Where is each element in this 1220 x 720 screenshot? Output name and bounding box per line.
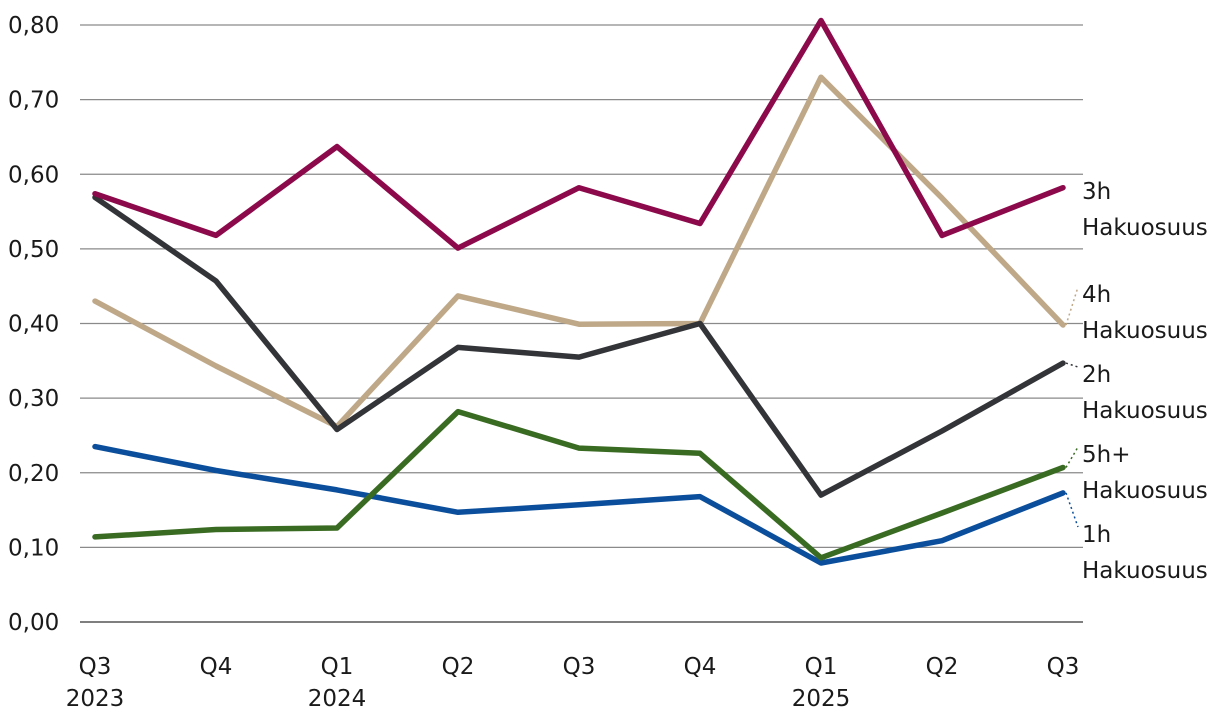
series-line-4h (92, 74, 1066, 430)
x-tick-year-label: 2023 (66, 686, 125, 712)
series-label-suffix: Hakuosuus (1082, 215, 1208, 241)
series-label-name: 5h+ (1082, 442, 1130, 468)
series-line-1h (92, 443, 1066, 566)
x-tick-label: Q4 (200, 654, 233, 680)
series-label-suffix: Hakuosuus (1082, 558, 1208, 584)
series-lines (92, 17, 1066, 566)
y-tick-label: 0,70 (8, 88, 59, 114)
series-label-suffix: Hakuosuus (1082, 478, 1208, 504)
x-tick-year-label: 2025 (792, 686, 851, 712)
series-line-2h (92, 194, 1066, 498)
y-tick-label: 0,30 (8, 386, 59, 412)
series-label-suffix: Hakuosuus (1082, 318, 1208, 344)
x-tick-label: Q2 (926, 654, 959, 680)
y-tick-label: 0,50 (8, 237, 59, 263)
y-tick-label: 0,00 (8, 610, 59, 636)
label-leader-line (1065, 492, 1079, 528)
x-tick-label: Q1 (321, 654, 354, 680)
x-tick-label: Q1 (805, 654, 838, 680)
series-label-name: 3h (1082, 179, 1111, 205)
x-tick-label: Q4 (684, 654, 717, 680)
x-tick-label: Q3 (79, 654, 112, 680)
y-tick-label: 0,20 (8, 461, 59, 487)
series-label-name: 1h (1082, 522, 1111, 548)
label-leader-line (1065, 286, 1079, 326)
y-tick-label: 0,80 (8, 13, 59, 39)
x-tick-label: Q3 (563, 654, 596, 680)
label-leader-line (1065, 446, 1079, 468)
series-labels: 1h Hakuosuus 5h+ Hakuosuus 4h Hakuosuus 2h Haku… (1065, 179, 1208, 584)
y-tick-label: 0,10 (8, 535, 59, 561)
x-axis-tick-labels: Q3 2023 Q4 Q1 2024 Q2 Q3 Q4 Q1 2025 Q2 Q3 (66, 654, 1080, 712)
series-line-3h (92, 17, 1066, 251)
x-tick-year-label: 2024 (308, 686, 367, 712)
y-axis-tick-labels: 0,00 0,10 0,20 0,30 0,40 0,50 0,60 0,70 0,80 (8, 13, 59, 636)
series-label-name: 4h (1082, 282, 1111, 308)
x-tick-label: Q3 (1047, 654, 1080, 680)
y-tick-label: 0,60 (8, 162, 59, 188)
x-tick-label: Q2 (442, 654, 475, 680)
series-label-name: 2h (1082, 362, 1111, 388)
y-tick-label: 0,40 (8, 312, 59, 338)
label-leader-line (1065, 362, 1079, 368)
series-line-5hplus (92, 408, 1066, 561)
series-label-suffix: Hakuosuus (1082, 398, 1208, 424)
